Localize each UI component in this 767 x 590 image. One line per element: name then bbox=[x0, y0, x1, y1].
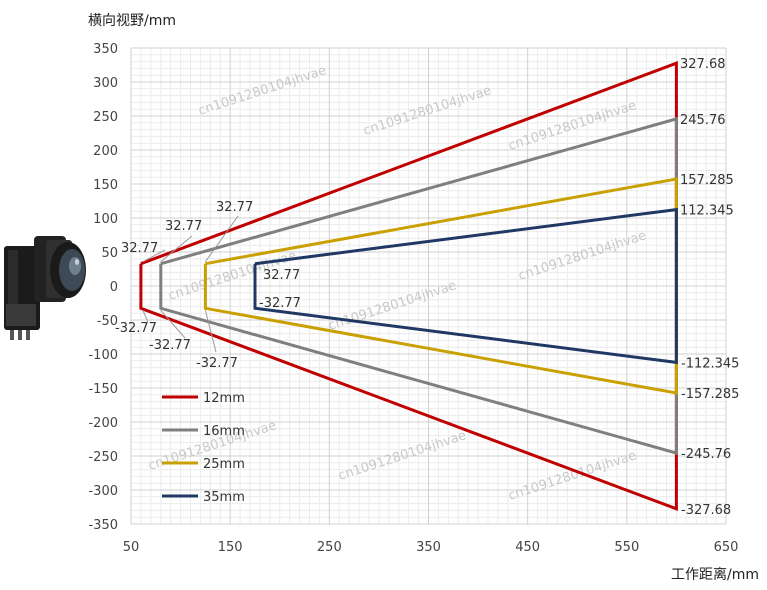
series-layer bbox=[139, 61, 678, 511]
y-tick-label: -150 bbox=[88, 382, 118, 397]
x-tick-label: 350 bbox=[416, 540, 441, 555]
series-line-12mm bbox=[139, 61, 678, 511]
y-tick-label: 150 bbox=[93, 178, 118, 193]
y-axis-ticks: 350 300 250 200 150 100 50 0 -50 -100 -150 -200 -250… bbox=[88, 42, 118, 533]
y-tick-label: -50 bbox=[97, 314, 118, 329]
x-tick-label: 550 bbox=[614, 540, 639, 555]
end-label-bottom: -112.345 bbox=[681, 356, 739, 371]
data-labels: 327.68 -327.68 245.76 -245.76 157.285 -157.28… bbox=[115, 57, 739, 518]
label-leader-line bbox=[160, 309, 186, 339]
end-label-bottom: -327.68 bbox=[681, 503, 731, 518]
watermark-text: cn1091280104jhvae bbox=[197, 63, 329, 119]
label-leader-line bbox=[142, 310, 149, 323]
y-tick-label: 350 bbox=[93, 42, 118, 57]
end-label-top: 112.345 bbox=[680, 204, 734, 219]
label-leader-line bbox=[204, 215, 239, 263]
x-tick-label: 450 bbox=[515, 540, 540, 555]
x-axis-ticks: 50 150 250 350 450 550 650 bbox=[123, 540, 739, 555]
x-tick-label: 50 bbox=[123, 540, 140, 555]
y-tick-label: -300 bbox=[88, 484, 118, 499]
y-tick-label: 300 bbox=[93, 76, 118, 91]
end-label-top: 327.68 bbox=[680, 57, 726, 72]
y-tick-label: -100 bbox=[88, 348, 118, 363]
y-tick-label: 50 bbox=[101, 246, 118, 261]
label-leader-line bbox=[204, 310, 217, 353]
series-line-35mm bbox=[253, 207, 678, 365]
end-label-bottom: -245.76 bbox=[681, 447, 731, 462]
legend-label-25mm: 25mm bbox=[203, 457, 245, 472]
start-label-bottom: -32.77 bbox=[259, 296, 301, 311]
legend-label-16mm: 16mm bbox=[203, 424, 245, 439]
x-tick-label: 650 bbox=[714, 540, 739, 555]
watermark-text: cn1091280104jhvae bbox=[507, 98, 639, 154]
watermark-text: cn1091280104jhvae bbox=[517, 228, 649, 284]
start-label-bottom: -32.77 bbox=[196, 356, 238, 371]
watermark-text: cn1091280104jhvae bbox=[362, 83, 494, 139]
series-line-25mm bbox=[203, 177, 678, 395]
y-tick-label: 200 bbox=[93, 144, 118, 159]
x-tick-label: 250 bbox=[317, 540, 342, 555]
y-tick-label: -250 bbox=[88, 450, 118, 465]
start-label-top: 32.77 bbox=[263, 268, 300, 283]
y-tick-label: 0 bbox=[110, 280, 118, 295]
legend-label-12mm: 12mm bbox=[203, 391, 245, 406]
grid-major bbox=[130, 47, 727, 525]
legend: 12mm 16mm 25mm 35mm bbox=[162, 391, 245, 505]
start-label-top: 32.77 bbox=[216, 200, 253, 215]
series-line-16mm bbox=[159, 116, 678, 456]
y-tick-label: -350 bbox=[88, 518, 118, 533]
start-label-top: 32.77 bbox=[165, 219, 202, 234]
end-label-top: 245.76 bbox=[680, 113, 726, 128]
start-label-bottom: -32.77 bbox=[115, 321, 157, 336]
y-tick-label: 100 bbox=[93, 212, 118, 227]
camera-icon bbox=[4, 236, 86, 340]
end-label-bottom: -157.285 bbox=[681, 387, 739, 402]
y-axis-title: 横向视野/mm bbox=[88, 13, 176, 29]
start-label-top: 32.77 bbox=[121, 241, 158, 256]
label-leader-line bbox=[142, 249, 166, 263]
legend-label-35mm: 35mm bbox=[203, 490, 245, 505]
label-leaders bbox=[142, 215, 239, 353]
y-tick-label: -200 bbox=[88, 416, 118, 431]
x-axis-title: 工作距离/mm bbox=[671, 566, 759, 583]
start-label-bottom: -32.77 bbox=[149, 338, 191, 353]
end-label-top: 157.285 bbox=[680, 173, 734, 188]
label-leader-line bbox=[160, 235, 193, 263]
x-tick-label: 150 bbox=[218, 540, 243, 555]
y-tick-label: 250 bbox=[93, 110, 118, 125]
